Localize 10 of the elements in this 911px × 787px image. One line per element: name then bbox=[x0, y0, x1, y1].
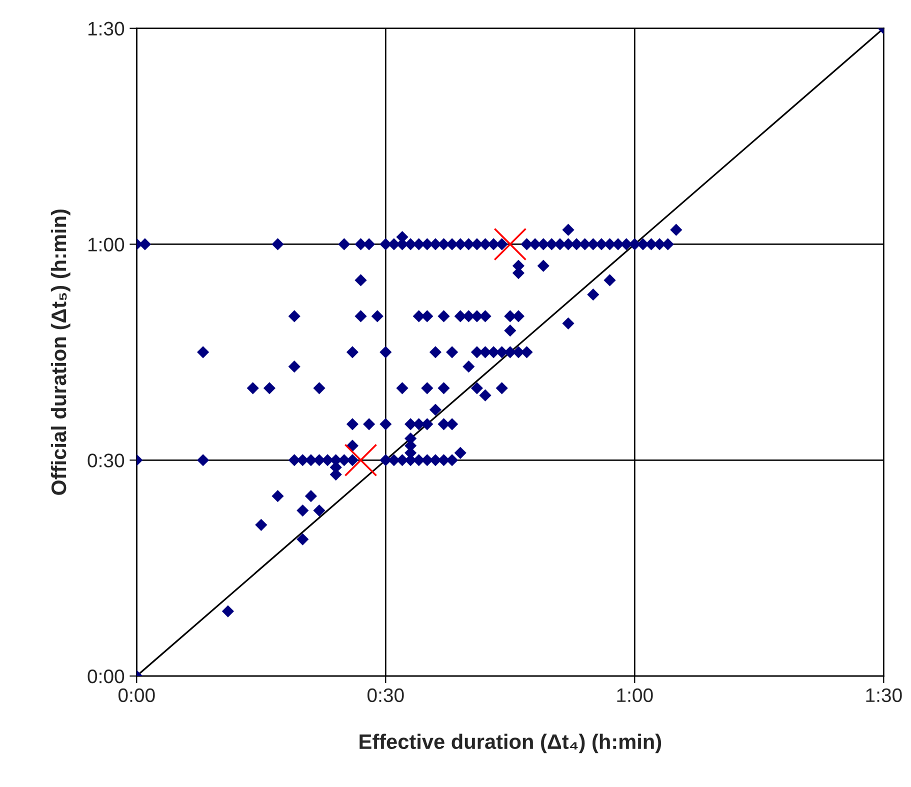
y-tick-label: 1:00 bbox=[88, 238, 124, 252]
x-tick-label: 0:30 bbox=[367, 688, 404, 702]
y-tick-label: 0:00 bbox=[88, 670, 124, 684]
y-tick-label: 1:30 bbox=[88, 22, 124, 36]
x-tick-label: 0:00 bbox=[118, 688, 155, 702]
y-axis-title: Official duration (Δt₅) (h:min) bbox=[50, 210, 70, 495]
x-tick-label: 1:00 bbox=[617, 688, 653, 702]
y-tick-label: 0:30 bbox=[88, 454, 124, 468]
x-tick-label: 1:30 bbox=[866, 688, 902, 702]
x-axis-title: Effective duration (Δt₄) (h:min) bbox=[360, 734, 662, 754]
